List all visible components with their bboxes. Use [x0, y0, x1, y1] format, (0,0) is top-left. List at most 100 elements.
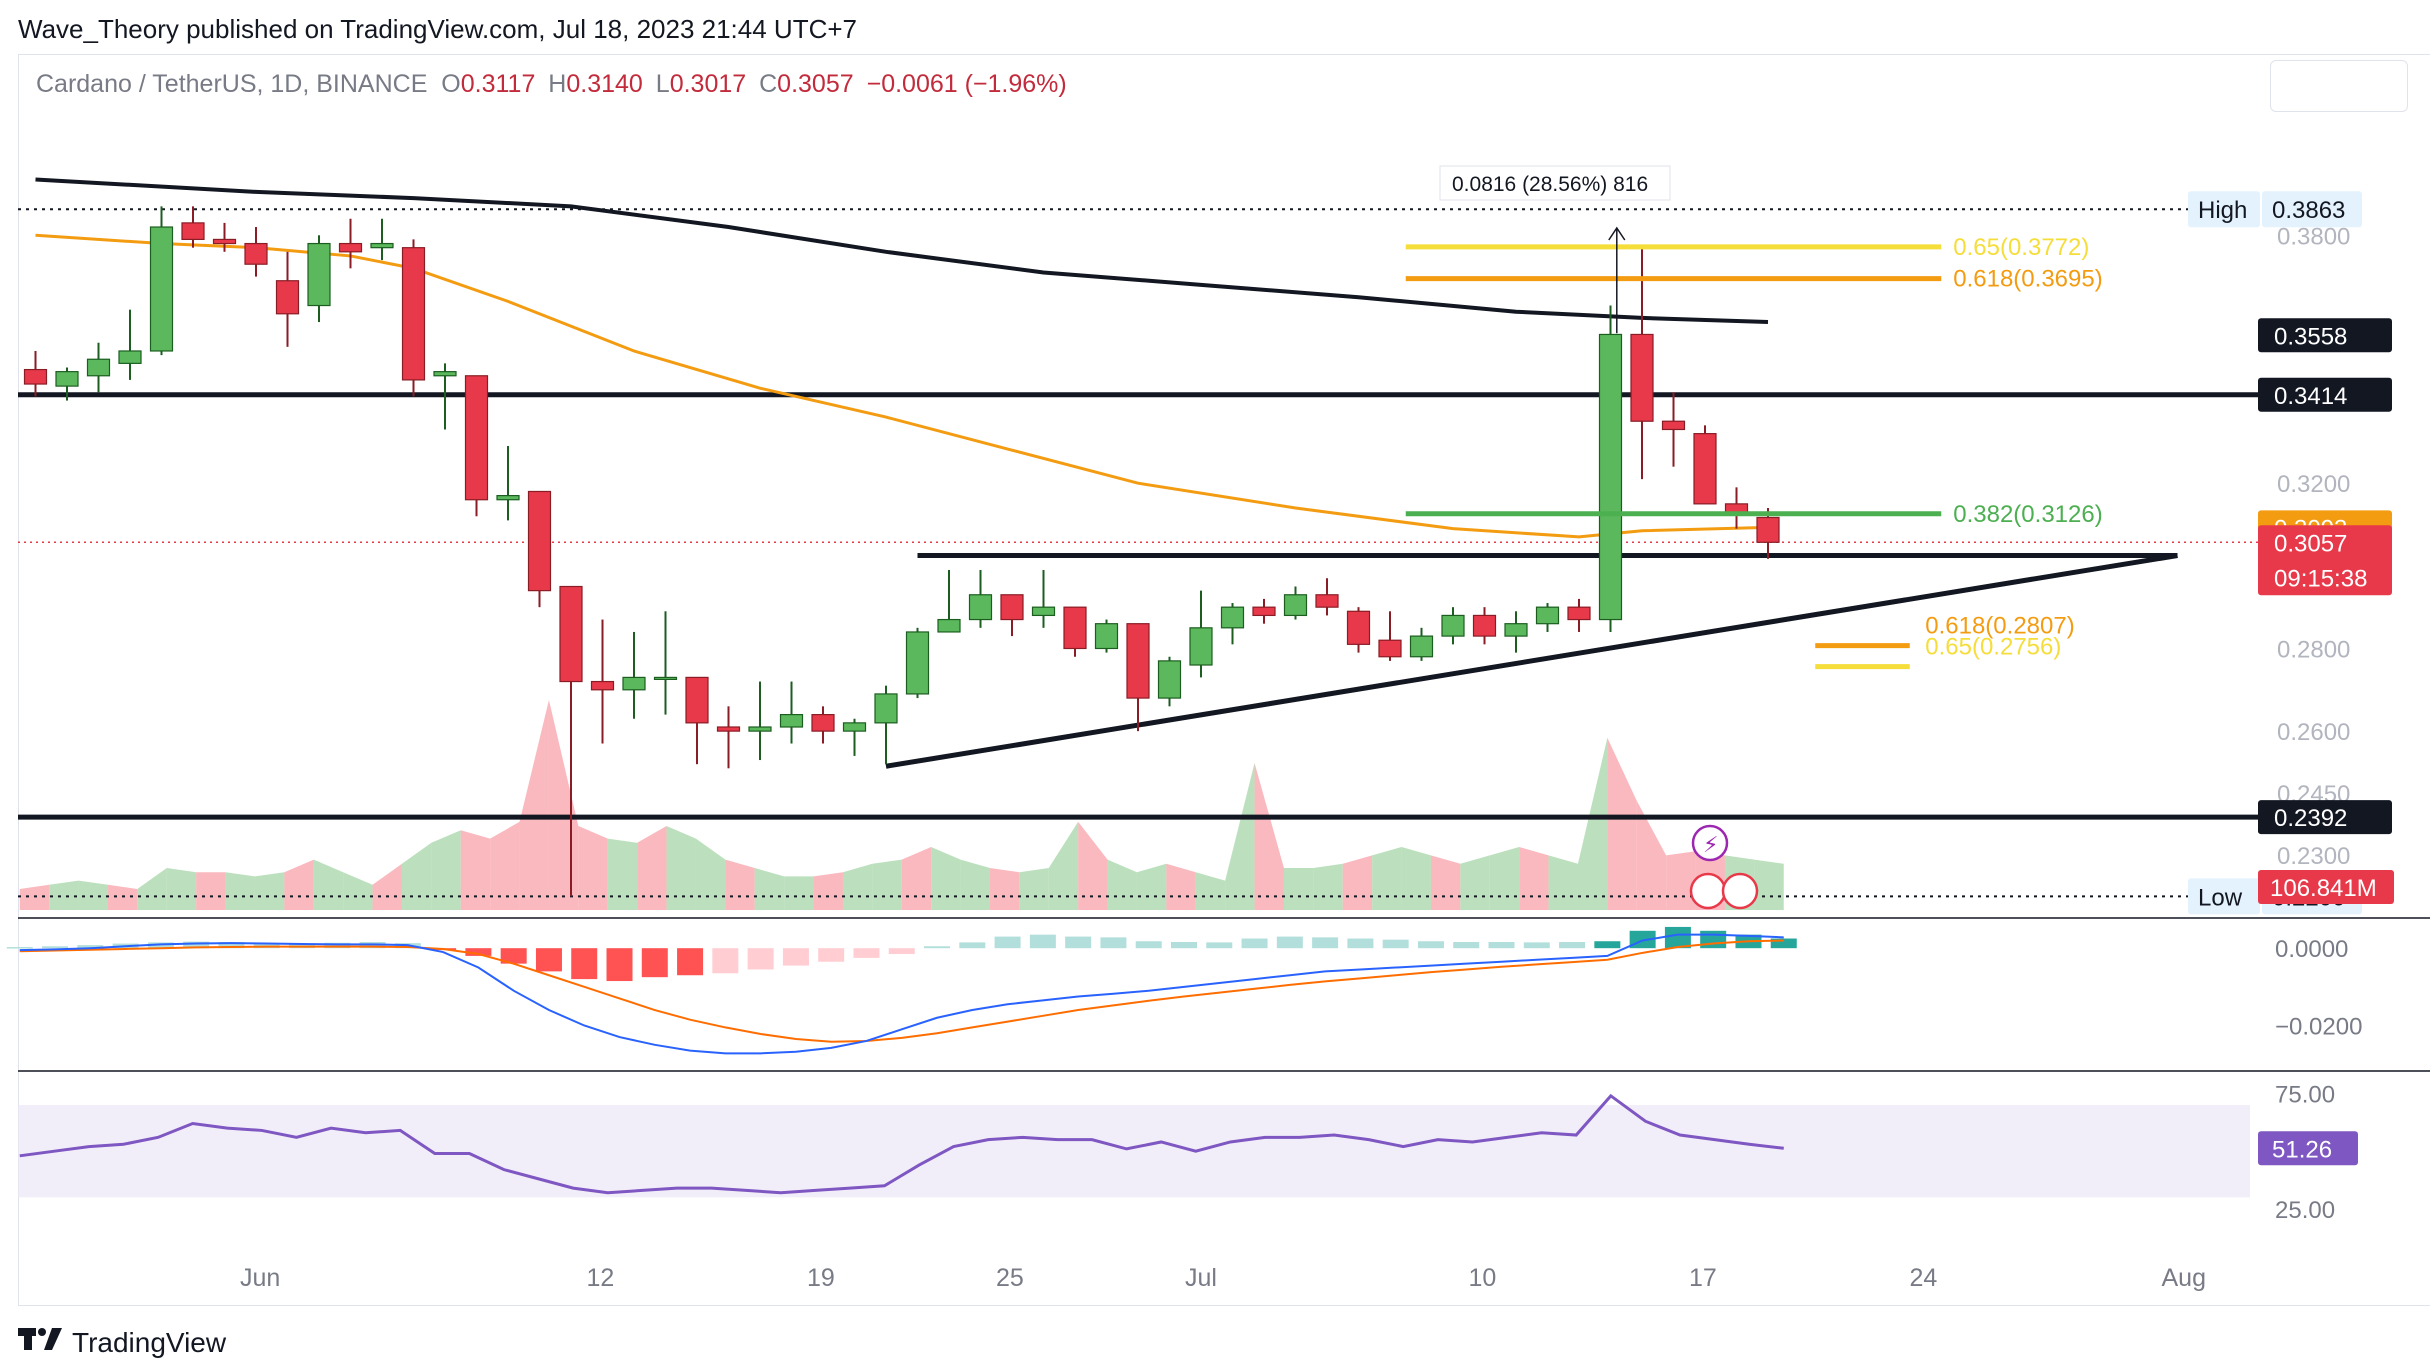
macd-histogram-bar: [1417, 941, 1444, 949]
volume-area-segment: [431, 830, 461, 910]
open-label: O: [441, 70, 461, 98]
price-badge-bg: [2258, 525, 2392, 596]
macd-histogram-bar: [888, 948, 915, 954]
volume-area-segment: [78, 880, 108, 910]
candle-body: [86, 358, 111, 377]
macd-histogram-bar: [782, 948, 809, 966]
volume-area-segment: [1460, 855, 1490, 910]
fib-level-label: 0.382(0.3126): [1953, 501, 2102, 528]
us-flag-icon: [1689, 872, 1727, 910]
low-label: L: [655, 70, 670, 98]
price-axis-tick: 0.2800: [2277, 636, 2350, 663]
candle-body: [590, 680, 615, 691]
macd-histogram-bar: [924, 946, 951, 949]
volume-area-segment: [695, 838, 726, 910]
volume-area-segment: [1254, 763, 1284, 910]
macd-histogram-bar: [1594, 941, 1621, 949]
volume-badge-bg: [2258, 870, 2394, 904]
macd-histogram-bar: [747, 948, 774, 970]
volume-area-segment: [1489, 847, 1520, 910]
volume-area-segment: [460, 830, 491, 910]
volume-area-segment: [666, 826, 696, 910]
high-tag-value: 0.3863: [2272, 197, 2345, 224]
fib-level-label: 0.618(0.2807): [1925, 613, 2074, 640]
candle-body: [1441, 614, 1465, 637]
candle-body: [1346, 610, 1371, 645]
candle-body: [464, 375, 489, 501]
volume-area-segment: [1519, 847, 1549, 910]
candle-body: [811, 713, 835, 732]
candle-body: [433, 371, 457, 377]
candle-body: [1409, 635, 1434, 658]
volume-area-segment: [1372, 847, 1402, 910]
macd-histogram-bar: [571, 948, 598, 980]
volume-area-segment: [137, 868, 167, 910]
candle-body: [212, 238, 237, 245]
macd-histogram-bar: [1029, 934, 1056, 949]
macd-signal-line: [19, 939, 1784, 1043]
high-value: 0.3140: [566, 70, 643, 98]
high-tag-name-bg: [2188, 191, 2260, 228]
macd-histogram-bar: [1382, 939, 1409, 949]
low-tag-name: Low: [2198, 884, 2243, 911]
volume-area-segment: [372, 863, 402, 910]
candle-body: [527, 490, 552, 592]
candle-body: [275, 280, 300, 315]
macd-histogram-bar: [1700, 930, 1727, 949]
candle-body: [748, 726, 772, 732]
candle-body: [1504, 623, 1528, 637]
macd-histogram-bar: [853, 948, 880, 958]
volume-area-segment: [1283, 868, 1314, 910]
volume-area-segment: [1548, 855, 1578, 910]
measure-label: 0.0816 (28.56%) 816: [1452, 173, 1648, 196]
candle-body: [149, 226, 174, 352]
macd-histogram-bar: [77, 945, 104, 949]
high-tag-name: High: [2198, 197, 2247, 224]
candle-body: [622, 676, 646, 691]
candle-body: [1630, 333, 1654, 422]
volume-area-segment: [813, 872, 843, 910]
volume-area-segment: [1313, 863, 1343, 910]
chart-settings-button[interactable]: [2270, 60, 2408, 112]
measure-label-box: [1439, 165, 1671, 201]
time-axis-tick: 12: [587, 1264, 615, 1292]
volume-area-segment: [490, 821, 520, 910]
candle-body: [401, 247, 426, 381]
macd-histogram-bar: [1523, 942, 1550, 949]
rsi-badge: 51.26: [2272, 1136, 2332, 1163]
time-axis-tick: 24: [1910, 1264, 1938, 1292]
candle-body: [1283, 594, 1308, 617]
volume-area-segment: [607, 838, 638, 910]
candle-body: [653, 676, 678, 681]
candle-body: [1661, 420, 1686, 431]
candle-body: [1598, 333, 1623, 621]
macd-histogram-bar: [500, 948, 527, 964]
time-axis-tick: 19: [807, 1264, 835, 1292]
volume-area-segment: [1636, 800, 1667, 910]
fib-level-label: 0.65(0.2756): [1925, 634, 2061, 661]
fib-level-label: 0.618(0.3695): [1953, 266, 2102, 293]
volume-area-segment: [166, 868, 197, 910]
price-badge: 0.2392: [2274, 805, 2347, 832]
time-axis-tick: 10: [1469, 1264, 1497, 1292]
chart-frame: [18, 54, 2430, 1306]
candle-body: [55, 371, 79, 387]
candle-body: [1000, 594, 1024, 621]
symbol-title: Cardano / TetherUS, 1D, BINANCE: [36, 70, 428, 98]
candle-body: [1724, 503, 1749, 513]
volume-area-segment: [1166, 863, 1196, 910]
volume-area-segment: [49, 880, 79, 910]
macd-histogram-bar: [465, 948, 492, 956]
volume-area-segment: [254, 872, 285, 910]
volume-area-segment: [989, 868, 1020, 910]
macd-histogram-bar: [1559, 942, 1586, 949]
rsi-band: [18, 1105, 2250, 1198]
macd-histogram-bar: [218, 942, 245, 949]
macd-histogram-bar: [324, 942, 351, 949]
macd-line: [19, 933, 1784, 1055]
macd-histogram-bar: [1206, 942, 1233, 949]
volume-area-segment: [196, 872, 226, 910]
change-value: −0.0061 (−1.96%): [866, 70, 1067, 98]
low-value: 0.3017: [669, 70, 747, 98]
